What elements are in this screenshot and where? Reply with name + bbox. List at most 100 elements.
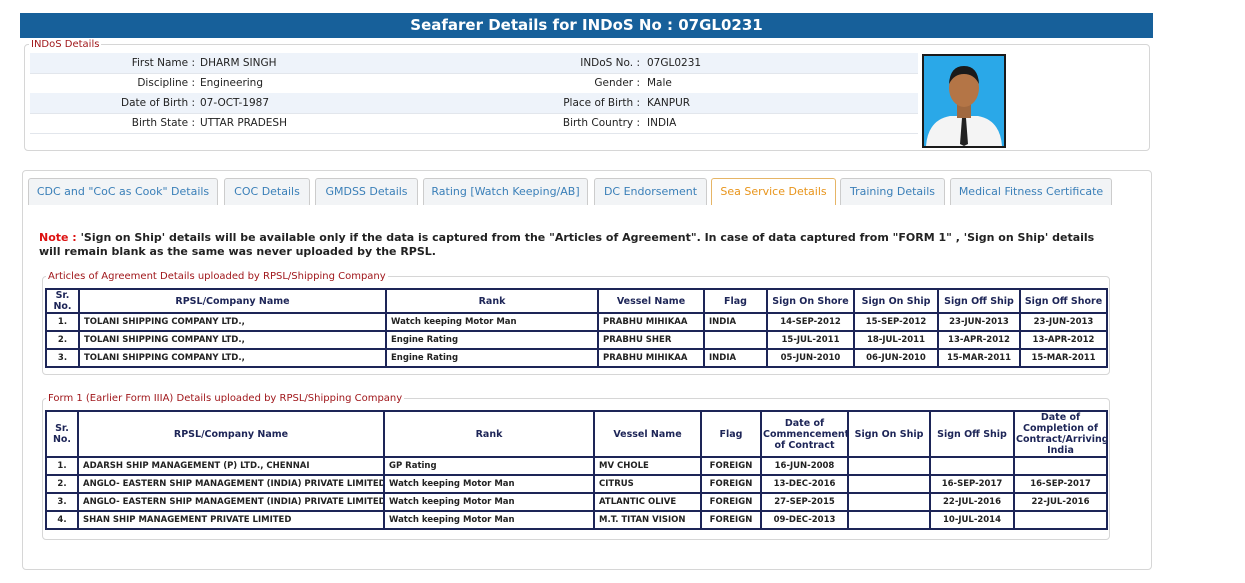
column-header: Date of Commencement of Contract	[760, 410, 849, 458]
table-cell: CITRUS	[593, 474, 702, 494]
table-cell: 13-APR-2012	[937, 330, 1021, 350]
table-cell: 2.	[45, 330, 80, 350]
table-cell	[1013, 510, 1108, 530]
table-cell: 15-MAR-2011	[1019, 348, 1108, 368]
table-cell: FOREIGN	[700, 492, 762, 512]
column-header: Sign Off Ship	[929, 410, 1015, 458]
field-row: Discipline : Engineering Gender : Male	[30, 73, 918, 94]
tab[interactable]: Medical Fitness Certificate	[950, 178, 1112, 205]
column-header: Sign On Shore	[766, 288, 855, 314]
field-row: Date of Birth : 07-OCT-1987 Place of Birth…	[30, 93, 918, 114]
table-fieldset: Articles of Agreement Details uploaded b…	[42, 271, 1110, 375]
table-cell: 18-JUL-2011	[853, 330, 939, 350]
column-header: Flag	[703, 288, 768, 314]
table-cell: 3.	[45, 348, 80, 368]
table-cell: ATLANTIC OLIVE	[593, 492, 702, 512]
table-cell: TOLANI SHIPPING COMPANY LTD.,	[78, 312, 387, 332]
table-cell: FOREIGN	[700, 456, 762, 476]
table-cell	[929, 456, 1015, 476]
table-cell	[703, 330, 768, 350]
data-table: Sr. No. RPSL/Company Name Rank Vessel Name F…	[45, 410, 1108, 530]
field-value: UTTAR PRADESH	[200, 117, 287, 129]
tab[interactable]: Rating [Watch Keeping/AB]	[423, 178, 588, 205]
table-cell: 27-SEP-2015	[760, 492, 849, 512]
field-label: Date of Birth :	[121, 97, 195, 109]
table-cell: ADARSH SHIP MANAGEMENT (P) LTD., CHENNAI	[77, 456, 385, 476]
tab[interactable]: CDC and "CoC as Cook" Details	[28, 178, 218, 205]
header-row: Sr. No. RPSL/Company Name Rank Vessel Name F…	[45, 410, 1108, 458]
column-header: Flag	[700, 410, 762, 458]
table-cell: PRABHU SHER	[597, 330, 705, 350]
table-cell: 15-JUL-2011	[766, 330, 855, 350]
table-cell: 15-MAR-2011	[937, 348, 1021, 368]
table-row: 2. TOLANI SHIPPING COMPANY LTD., Engine Ra…	[45, 330, 1108, 350]
table-cell: Engine Rating	[385, 330, 599, 350]
tab[interactable]: COC Details	[224, 178, 310, 205]
note-label: Note :	[39, 231, 77, 244]
tabs-panel	[22, 170, 1152, 570]
header-row: Sr. No. RPSL/Company Name Rank Vessel Name F…	[45, 288, 1108, 314]
column-header: Rank	[383, 410, 595, 458]
column-header: Sign Off Shore	[1019, 288, 1108, 314]
field-row: Birth State : UTTAR PRADESH Birth Country …	[30, 113, 918, 134]
table-cell: FOREIGN	[700, 510, 762, 530]
field-label: Discipline :	[137, 77, 195, 89]
data-table: Sr. No. RPSL/Company Name Rank Vessel Name F…	[45, 288, 1108, 368]
table-cell	[847, 492, 931, 512]
table-cell: 06-JUN-2010	[853, 348, 939, 368]
field-value: KANPUR	[647, 97, 691, 109]
column-header: Date of Completion of Contract/Arriving …	[1013, 410, 1108, 458]
column-header: RPSL/Company Name	[77, 410, 385, 458]
fieldset-legend: Articles of Agreement Details uploaded b…	[46, 271, 388, 282]
table-cell: 2.	[45, 474, 79, 494]
field-value: DHARM SINGH	[200, 57, 277, 69]
table-cell: SHAN SHIP MANAGEMENT PRIVATE LIMITED	[77, 510, 385, 530]
field-label: INDoS No. :	[580, 57, 640, 69]
table-cell: TOLANI SHIPPING COMPANY LTD.,	[78, 330, 387, 350]
field-value: Engineering	[200, 77, 263, 89]
tab[interactable]: Sea Service Details	[711, 178, 836, 205]
table-row: 1. TOLANI SHIPPING COMPANY LTD., Watch kee…	[45, 312, 1108, 332]
tab[interactable]: DC Endorsement	[594, 178, 707, 205]
indos-fieldset: INDoS Details	[24, 39, 1150, 151]
field-label: Gender :	[594, 77, 640, 89]
table-cell: 13-DEC-2016	[760, 474, 849, 494]
table-cell: 3.	[45, 492, 79, 512]
table-cell: 4.	[45, 510, 79, 530]
table-cell: FOREIGN	[700, 474, 762, 494]
table-cell: 22-JUL-2016	[1013, 492, 1108, 512]
field-value: 07-OCT-1987	[200, 97, 269, 109]
table-cell: 05-JUN-2010	[766, 348, 855, 368]
tab[interactable]: GMDSS Details	[315, 178, 418, 205]
column-header: Sign On Ship	[853, 288, 939, 314]
note: Note : 'Sign on Ship' details will be av…	[39, 231, 1109, 259]
table-cell: TOLANI SHIPPING COMPANY LTD.,	[78, 348, 387, 368]
field-label: Birth Country :	[562, 117, 640, 129]
column-header: Sign On Ship	[847, 410, 931, 458]
table-cell: 1.	[45, 456, 79, 476]
table-cell	[847, 456, 931, 476]
table-row: 2. ANGLO- EASTERN SHIP MANAGEMENT (INDIA)…	[45, 474, 1108, 494]
table-cell: 23-JUN-2013	[937, 312, 1021, 332]
field-label: Birth State :	[131, 117, 195, 129]
table-cell	[847, 510, 931, 530]
table-row: 3. TOLANI SHIPPING COMPANY LTD., Engine Ra…	[45, 348, 1108, 368]
tab[interactable]: Training Details	[840, 178, 945, 205]
table-cell: GP Rating	[383, 456, 595, 476]
table-cell: Watch keeping Motor Man	[383, 492, 595, 512]
column-header: Vessel Name	[597, 288, 705, 314]
table-cell: INDIA	[703, 312, 768, 332]
table-cell: Watch keeping Motor Man	[383, 510, 595, 530]
field-label: Place of Birth :	[563, 97, 640, 109]
column-header: Rank	[385, 288, 599, 314]
field-value: 07GL0231	[647, 57, 702, 69]
table-cell: 15-SEP-2012	[853, 312, 939, 332]
field-value: Male	[647, 77, 672, 89]
table-cell: PRABHU MIHIKAA	[597, 348, 705, 368]
field-label: First Name :	[131, 57, 195, 69]
table-cell: 16-JUN-2008	[760, 456, 849, 476]
table-fieldset: Form 1 (Earlier Form IIIA) Details uploa…	[42, 393, 1110, 540]
table-cell	[1013, 456, 1108, 476]
column-header: Sr. No.	[45, 410, 79, 458]
table-cell: Watch keeping Motor Man	[385, 312, 599, 332]
